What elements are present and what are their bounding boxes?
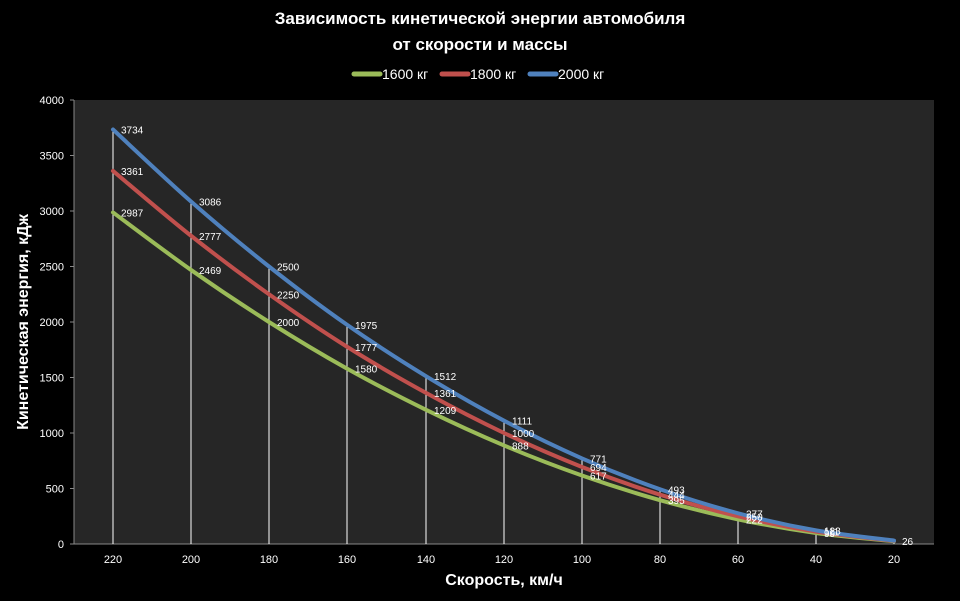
data-label: 2500 xyxy=(277,263,300,274)
x-tick-label: 220 xyxy=(104,554,122,566)
y-tick-label: 2500 xyxy=(40,262,64,274)
x-tick-label: 160 xyxy=(338,554,356,566)
series-line-3 xyxy=(111,127,896,543)
y-axis: 0 500 1000 1500 2000 2500 3000 3500 4000 xyxy=(40,95,75,551)
x-tick-label: 80 xyxy=(654,554,666,566)
y-tick-label: 500 xyxy=(46,484,64,496)
x-tick-label: 40 xyxy=(810,554,822,566)
data-label: 3734 xyxy=(121,126,144,137)
y-tick-label: 3500 xyxy=(40,151,64,163)
y-tick-label: 2000 xyxy=(40,317,64,329)
x-tick-label: 60 xyxy=(732,554,744,566)
y-tick-label: 4000 xyxy=(40,95,64,107)
data-label: 26 xyxy=(902,537,914,548)
data-labels: 2987 2469 2000 1580 1209 888 617 395 222 99 3361 27… xyxy=(121,126,914,549)
data-label: 1000 xyxy=(512,429,535,440)
legend-label-1: 1600 кг xyxy=(382,66,428,82)
data-label: 99 xyxy=(824,529,836,540)
data-label: 617 xyxy=(590,472,607,483)
legend-label-2: 1800 кг xyxy=(470,66,516,82)
data-label: 493 xyxy=(668,485,685,496)
data-label: 1209 xyxy=(434,406,457,417)
data-label: 1580 xyxy=(355,365,378,376)
data-label: 1111 xyxy=(512,417,532,428)
x-tick-label: 140 xyxy=(417,554,435,566)
x-tick-label: 120 xyxy=(495,554,513,566)
y-tick-label: 3000 xyxy=(40,206,64,218)
data-label: 2469 xyxy=(199,266,222,277)
data-label: 888 xyxy=(512,441,529,452)
series-lines xyxy=(111,127,896,544)
data-label: 123 xyxy=(824,526,841,537)
y-tick-label: 1000 xyxy=(40,428,64,440)
data-label: 1512 xyxy=(434,372,457,383)
x-tick-label: 200 xyxy=(182,554,200,566)
data-label: 3086 xyxy=(199,197,222,208)
data-label: 771 xyxy=(590,454,607,465)
data-label: 395 xyxy=(668,496,685,507)
data-label: 3361 xyxy=(121,167,144,178)
data-label: 2000 xyxy=(277,318,300,329)
x-tick-label: 180 xyxy=(260,554,278,566)
data-label: 694 xyxy=(590,463,607,474)
data-label: 1361 xyxy=(434,389,457,400)
legend: 1600 кг 1800 кг 2000 кг xyxy=(351,66,604,82)
data-label: 2987 xyxy=(121,208,144,219)
data-label: 222 xyxy=(746,515,763,526)
data-label: 2777 xyxy=(199,232,222,243)
chart-title-line2: от скорости и массы xyxy=(392,35,567,54)
y-tick-label: 0 xyxy=(58,539,64,551)
data-label: 2250 xyxy=(277,290,300,301)
x-tick-label: 20 xyxy=(888,554,900,566)
data-label: 277 xyxy=(746,509,763,520)
x-axis-title: Скорость, км/ч xyxy=(445,572,563,589)
y-axis-title: Кинетическая энергия, кДж xyxy=(15,213,32,429)
data-label: 111 xyxy=(824,528,840,539)
data-label: 1975 xyxy=(355,321,378,332)
y-tick-label: 1500 xyxy=(40,373,64,385)
data-label: 1777 xyxy=(355,343,378,354)
data-label: 250 xyxy=(746,512,763,523)
data-label: 444 xyxy=(668,491,685,502)
series-line-1 xyxy=(111,210,896,544)
legend-label-3: 2000 кг xyxy=(558,66,604,82)
chart-title-line1: Зависимость кинетической энергии автомоб… xyxy=(275,9,686,28)
x-tick-label: 100 xyxy=(573,554,591,566)
series-line-2 xyxy=(111,168,896,543)
